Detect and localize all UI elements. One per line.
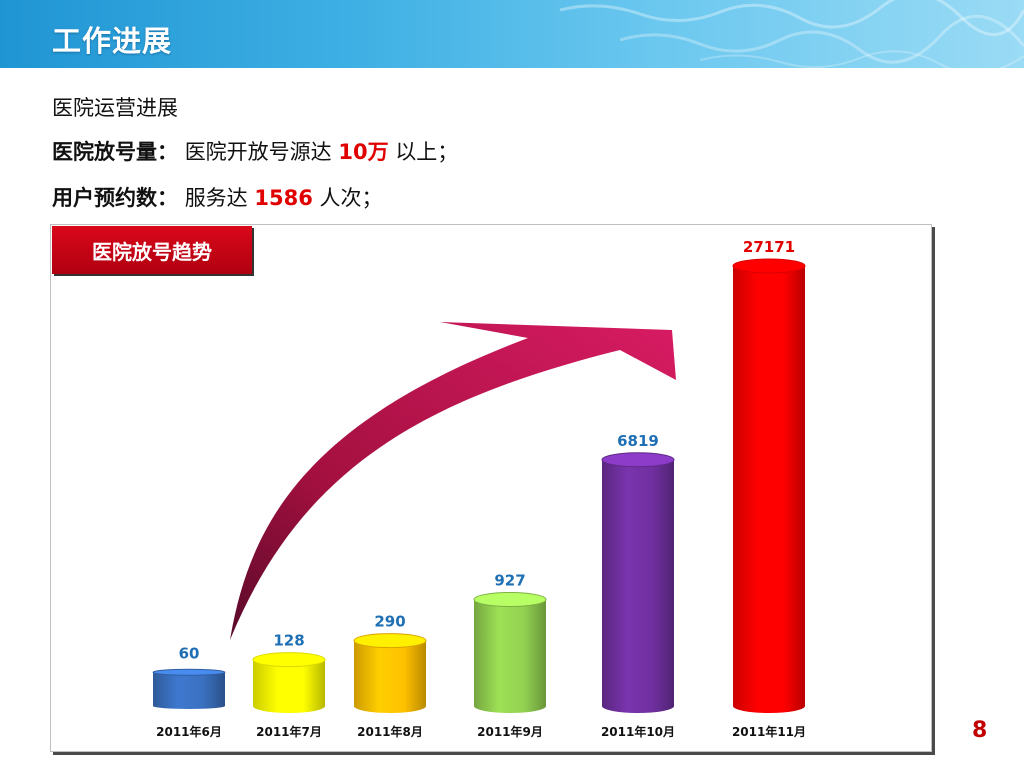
- page-title: 工作进展: [52, 24, 173, 58]
- bar-4: [474, 599, 546, 713]
- value-label-2: 128: [273, 632, 304, 650]
- page-number: 8: [972, 718, 988, 743]
- growth-arrow: [230, 322, 676, 640]
- bar-top-2: [252, 652, 326, 668]
- bar-1: [153, 672, 225, 709]
- bar-top-5: [601, 452, 675, 468]
- issued-text-after: 以上；: [395, 140, 459, 164]
- section-title: 医院运营进展: [52, 96, 178, 120]
- bar-top-3: [353, 633, 427, 649]
- issued-text-before: 医院开放号源达: [184, 140, 332, 164]
- appointments-text-after: 人次；: [319, 186, 383, 210]
- appointments-highlight: 1586: [254, 186, 313, 210]
- bar-top-1: [152, 668, 226, 676]
- category-label-5: 2011年10月: [601, 724, 675, 739]
- value-label-5: 6819: [617, 432, 659, 450]
- chart-title: 医院放号趋势: [52, 226, 252, 274]
- category-label-3: 2011年8月: [357, 724, 423, 739]
- value-label-1: 60: [179, 644, 200, 662]
- appointments-label: 用户预约数：: [52, 186, 178, 210]
- line-appointments: 用户预约数： 服务达 1586 人次；: [52, 182, 383, 212]
- bar-3: [354, 640, 426, 713]
- category-label-1: 2011年6月: [156, 724, 222, 739]
- bar-top-6: [732, 258, 806, 274]
- bar-2: [253, 659, 325, 713]
- category-label-4: 2011年9月: [477, 724, 543, 739]
- bar-5: [602, 459, 674, 713]
- value-label-3: 290: [374, 613, 405, 631]
- value-label-6: 27171: [743, 238, 795, 256]
- category-label-6: 2011年11月: [732, 724, 806, 739]
- appointments-text-before: 服务达: [184, 186, 248, 210]
- category-label-2: 2011年7月: [256, 724, 322, 739]
- value-label-4: 927: [494, 572, 525, 590]
- bar-6: [733, 266, 805, 713]
- water-texture: [559, 0, 1024, 68]
- issued-highlight: 10万: [338, 140, 389, 164]
- bar-top-4: [473, 592, 547, 608]
- header-bar: 工作进展: [0, 0, 1024, 68]
- line-issued-numbers: 医院放号量： 医院开放号源达 10万 以上；: [52, 136, 458, 166]
- issued-label: 医院放号量：: [52, 140, 178, 164]
